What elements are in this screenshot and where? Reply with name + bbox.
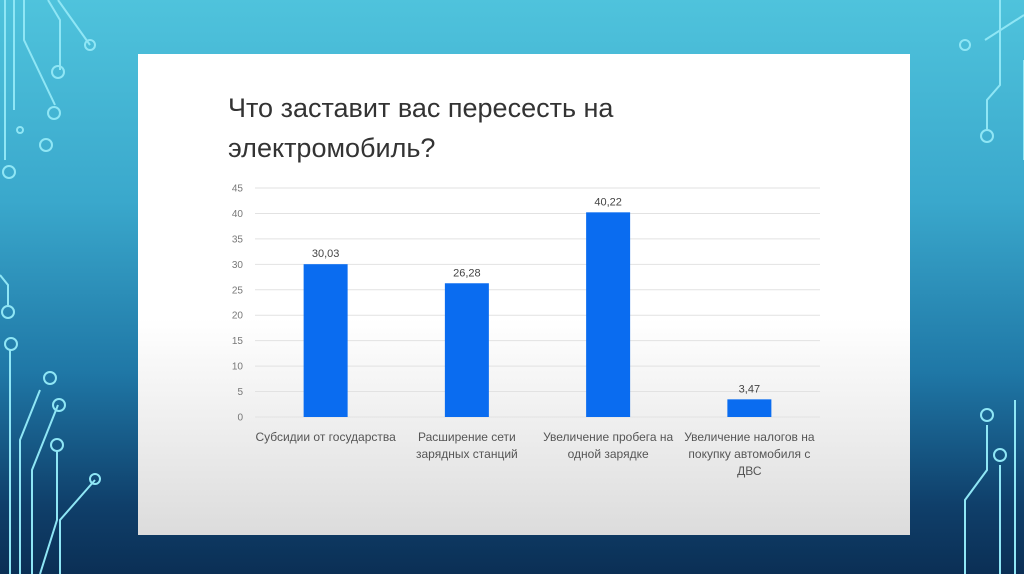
y-tick-label: 45 bbox=[232, 184, 244, 195]
x-category-label: покупку автомобиля с bbox=[688, 447, 810, 461]
y-tick-label: 35 bbox=[232, 234, 244, 245]
x-category-label: одной зарядке bbox=[568, 447, 649, 461]
y-tick-label: 5 bbox=[237, 387, 243, 398]
slide-card: Что заставит вас пересесть на электромоб… bbox=[138, 54, 910, 535]
bar bbox=[727, 399, 772, 417]
title-line-1: Что заставит вас пересесть на bbox=[228, 93, 614, 123]
data-label: 3,47 bbox=[739, 383, 760, 395]
bar bbox=[303, 264, 348, 417]
x-category-label: ДВС bbox=[737, 464, 762, 478]
x-category-label: Расширение сети bbox=[418, 430, 516, 444]
bar bbox=[586, 212, 631, 417]
slide-title: Что заставит вас пересесть на электромоб… bbox=[228, 88, 613, 168]
x-category-label: Увеличение пробега на bbox=[543, 430, 673, 444]
bar bbox=[444, 283, 489, 417]
y-tick-label: 10 bbox=[232, 362, 244, 373]
y-tick-label: 25 bbox=[232, 285, 244, 296]
x-category-label: Увеличение налогов на bbox=[684, 430, 815, 444]
title-line-2: электромобиль? bbox=[228, 133, 436, 163]
data-label: 30,03 bbox=[312, 248, 340, 260]
y-tick-label: 15 bbox=[232, 336, 244, 347]
data-label: 40,22 bbox=[594, 196, 622, 208]
data-label: 26,28 bbox=[453, 267, 481, 279]
x-category-label: Субсидии от государства bbox=[255, 430, 396, 444]
x-category-label: зарядных станций bbox=[416, 447, 518, 461]
bar-chart: 0 5 10 15 20 25 30 35 40 45 30,03 Субсидии от госуд… bbox=[232, 184, 820, 478]
y-tick-label: 40 bbox=[232, 209, 244, 220]
y-tick-label: 20 bbox=[232, 311, 244, 322]
y-tick-label: 30 bbox=[232, 260, 244, 271]
y-tick-label: 0 bbox=[237, 413, 243, 424]
